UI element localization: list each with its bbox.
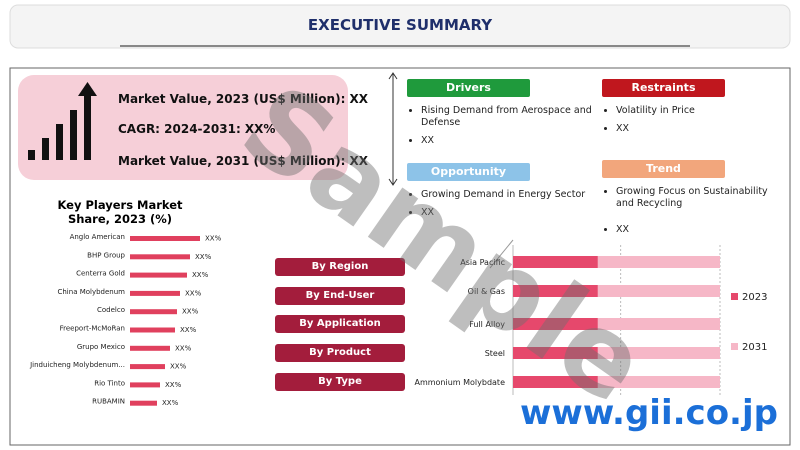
bar-segment bbox=[513, 256, 598, 268]
bar-segment bbox=[597, 256, 720, 268]
segment-button: By Region bbox=[275, 258, 405, 276]
bullet-list: Growing Demand in Energy Sector XX bbox=[407, 189, 592, 225]
category-label: Steel bbox=[485, 349, 505, 358]
legend-label: 2023 bbox=[742, 292, 767, 303]
bar bbox=[130, 345, 170, 351]
bullet-list: Volatility in Price XX bbox=[602, 105, 787, 141]
summary-box bbox=[18, 75, 348, 180]
bullet: XX bbox=[421, 135, 592, 147]
value-label: XX% bbox=[175, 344, 192, 352]
bar-segment bbox=[597, 347, 720, 359]
legend-label: 2031 bbox=[742, 342, 767, 353]
player-label: Jinduicheng Molybdenum... bbox=[29, 361, 125, 369]
bar bbox=[130, 254, 190, 260]
bar-segment bbox=[513, 318, 598, 330]
bar-segment bbox=[597, 285, 720, 297]
bar bbox=[130, 272, 187, 278]
bar-segment bbox=[597, 318, 720, 330]
list: Growing Focus on Sustainability and Recy… bbox=[602, 186, 787, 236]
bar-segment bbox=[513, 376, 598, 388]
bullet: Rising Demand from Aerospace and Defense bbox=[421, 105, 592, 129]
bullet: XX bbox=[616, 224, 787, 236]
bar bbox=[130, 327, 175, 333]
player-label: Freeport-McMoRan bbox=[60, 325, 125, 333]
segment-button: By End-User bbox=[275, 286, 405, 305]
bar bbox=[130, 364, 165, 370]
summary-line: Market Value, 2031 (US$ Million): XX bbox=[118, 154, 369, 168]
box-title: Trend bbox=[602, 160, 725, 178]
summary-line: CAGR: 2024-2031: XX% bbox=[118, 122, 276, 136]
bullet: Growing Focus on Sustainability and Recy… bbox=[616, 186, 787, 210]
list: Growing Demand in Energy Sector XX bbox=[407, 189, 592, 219]
segment-button: By Product bbox=[275, 344, 405, 363]
category-label: Full Alloy bbox=[469, 320, 505, 329]
value-label: XX% bbox=[192, 271, 209, 279]
value-label: XX% bbox=[205, 235, 222, 243]
value-label: XX% bbox=[195, 253, 212, 261]
site: www.gii.co.jp bbox=[520, 393, 778, 433]
bullet: Growing Demand in Energy Sector bbox=[421, 189, 592, 201]
box-title: Restraints bbox=[602, 79, 725, 97]
divider-arrow bbox=[388, 72, 398, 186]
value-label: XX% bbox=[180, 326, 197, 334]
axis-accent bbox=[489, 239, 514, 269]
bar-segment bbox=[513, 285, 598, 297]
segment-button: By Application bbox=[275, 315, 405, 334]
category-label: Oil & Gas bbox=[468, 287, 505, 296]
bar-segment bbox=[513, 347, 598, 359]
bar bbox=[130, 309, 177, 315]
summary-line: Market Value, 2023 (US$ Million): XX bbox=[118, 92, 369, 106]
bar bbox=[130, 400, 157, 406]
value-label: XX% bbox=[182, 308, 199, 316]
frame bbox=[9, 67, 791, 446]
bullet: XX bbox=[421, 207, 592, 219]
header-bar bbox=[9, 4, 791, 49]
bullet-list: Growing Focus on Sustainability and Recy… bbox=[602, 186, 787, 250]
player-label: RUBAMIN bbox=[92, 398, 125, 406]
player-label: BHP Group bbox=[87, 251, 125, 259]
growth-icon bbox=[28, 82, 97, 160]
player-label: Grupo Mexico bbox=[77, 343, 125, 351]
title: EXECUTIVE SUMMARY bbox=[307, 16, 493, 34]
category-label: Asia Pacific bbox=[460, 258, 505, 267]
player-label: Codelco bbox=[97, 306, 125, 314]
category-label: Ammonium Molybdate bbox=[414, 378, 505, 387]
player-label: Centerra Gold bbox=[76, 270, 125, 278]
players-title: Key Players Market Share, 2023 (%) bbox=[57, 198, 183, 226]
player-label: Rio Tinto bbox=[94, 379, 125, 387]
bar bbox=[130, 290, 180, 296]
value-label: XX% bbox=[165, 381, 182, 389]
bullet: Volatility in Price bbox=[616, 105, 787, 117]
legend-swatch bbox=[731, 293, 738, 300]
bar-segment bbox=[597, 376, 720, 388]
bar bbox=[130, 382, 160, 388]
box-title: Drivers bbox=[407, 79, 530, 97]
value-label: XX% bbox=[162, 399, 179, 407]
value-label: XX% bbox=[170, 363, 187, 371]
list: Volatility in Price XX bbox=[602, 105, 787, 135]
list: Rising Demand from Aerospace and Defense… bbox=[407, 105, 592, 147]
player-label: Anglo American bbox=[70, 233, 125, 241]
value-label: XX% bbox=[185, 289, 202, 297]
segment-button: By Type bbox=[275, 372, 405, 391]
box-title: Opportunity bbox=[407, 163, 530, 181]
bullet: XX bbox=[616, 123, 787, 135]
player-label: China Molybdenum bbox=[57, 288, 125, 296]
legend-swatch bbox=[731, 343, 738, 350]
bar bbox=[130, 236, 200, 241]
bullet-list: Rising Demand from Aerospace and Defense… bbox=[407, 105, 592, 153]
